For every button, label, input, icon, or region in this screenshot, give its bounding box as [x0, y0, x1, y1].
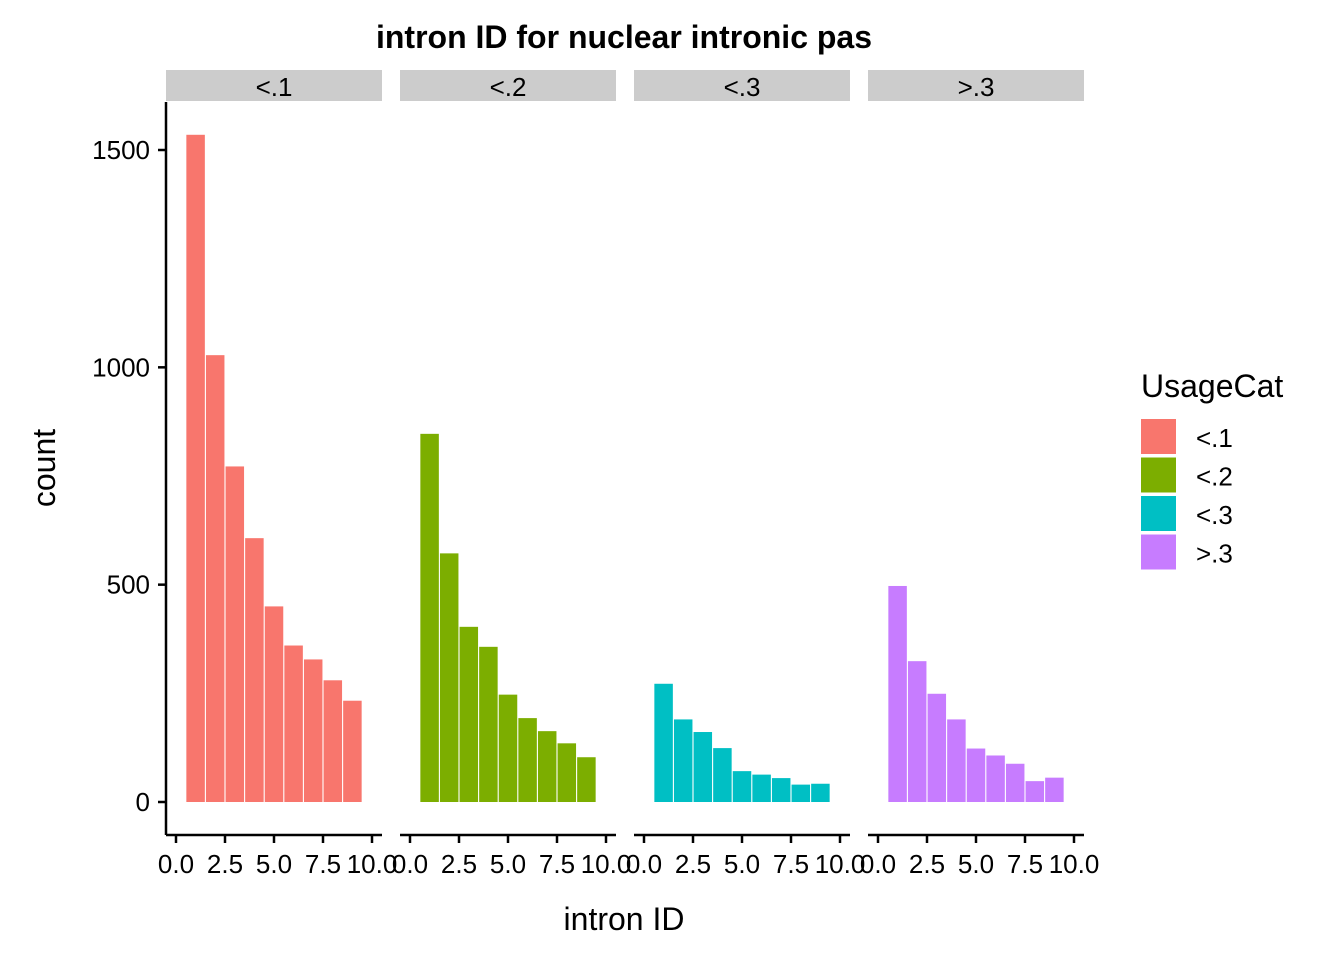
histogram-bar [654, 683, 673, 802]
histogram-bar [343, 700, 362, 802]
histogram-bar [673, 719, 693, 802]
facet-panel: <.2 0.0 2.5 5.0 7.5 10.0 [392, 70, 631, 879]
facet-strip-label: <.1 [256, 72, 293, 102]
legend-label: <.2 [1196, 462, 1233, 492]
x-tick-label: 0.0 [626, 849, 662, 879]
x-axis-label: intron ID [564, 901, 685, 937]
histogram-bar [186, 134, 205, 802]
legend-key [1141, 419, 1176, 454]
histogram-bar [537, 731, 557, 802]
x-tick-label: 10.0 [815, 849, 866, 879]
y-tick-label: 500 [107, 570, 150, 600]
facet-strip [634, 70, 850, 101]
facet-panel: >.3 0.0 2.5 5.0 7.5 10.0 [860, 70, 1099, 879]
legend-label: <.1 [1196, 423, 1233, 453]
x-tick-label: 10.0 [581, 849, 632, 879]
x-tick-label: 7.5 [305, 849, 341, 879]
histogram-bar [439, 553, 459, 802]
histogram-bar [420, 433, 439, 802]
y-axis-label: count [26, 429, 62, 507]
legend-label: >.3 [1196, 539, 1233, 569]
histogram-bar [1045, 777, 1064, 802]
legend-label: <.3 [1196, 500, 1233, 530]
histogram-bar [479, 646, 498, 802]
facet-panel: <.3 0.0 2.5 5.0 7.5 10.0 [626, 70, 865, 879]
chart-title: intron ID for nuclear intronic pas [376, 19, 872, 55]
y-axis: 0 500 1000 1500 [92, 102, 168, 835]
facet-strip [166, 70, 382, 101]
y-tick-label: 1000 [92, 352, 150, 382]
histogram-bar [498, 694, 518, 802]
histogram-bar [264, 606, 284, 802]
x-tick-label: 5.0 [490, 849, 526, 879]
x-tick-label: 2.5 [675, 849, 711, 879]
x-tick-label: 10.0 [1049, 849, 1100, 879]
facet-strip-label: >.3 [958, 72, 995, 102]
histogram-bar [888, 585, 907, 802]
facet-strip [868, 70, 1084, 101]
x-tick-label: 5.0 [724, 849, 760, 879]
histogram-bar [1005, 763, 1025, 802]
y-tick-label: 1500 [92, 135, 150, 165]
histogram-bar [577, 757, 596, 802]
facet-panels: <.10.0 2.5 5.0 7.5 10.0<.20.0 2.5 5.0 7.5 10.0<.… [158, 70, 1099, 879]
histogram-bar [557, 743, 577, 802]
x-tick-label: 5.0 [256, 849, 292, 879]
histogram-bar [1025, 781, 1045, 802]
legend-title: UsageCat [1141, 368, 1283, 404]
histogram-bar [986, 755, 1005, 802]
x-tick-label: 7.5 [539, 849, 575, 879]
legend-key [1141, 534, 1176, 570]
histogram-bar [771, 778, 791, 802]
x-tick-label: 2.5 [207, 849, 243, 879]
facet-strip-label: <.3 [724, 72, 761, 102]
x-tick-label: 10.0 [347, 849, 398, 879]
histogram-bar [811, 783, 830, 802]
facet-strip-label: <.2 [490, 72, 527, 102]
histogram-bar [284, 645, 303, 802]
legend-key [1141, 496, 1176, 531]
x-tick-label: 2.5 [909, 849, 945, 879]
histogram-bar [303, 659, 323, 802]
x-tick-label: 7.5 [773, 849, 809, 879]
histogram-bar [225, 466, 245, 802]
histogram-bar [245, 538, 264, 802]
facet-strip [400, 70, 616, 101]
histogram-bar [947, 719, 966, 802]
histogram-bar [907, 661, 927, 802]
histogram-bar [323, 680, 343, 802]
histogram-bar [205, 355, 225, 802]
facet-panel: <.1 0.0 2.5 5.0 7.5 10.0 [158, 70, 397, 879]
x-tick-label: 5.0 [958, 849, 994, 879]
y-tick-label: 0 [136, 787, 150, 817]
histogram-bar [966, 748, 986, 802]
x-tick-label: 0.0 [860, 849, 896, 879]
x-tick-label: 0.0 [392, 849, 428, 879]
legend-key [1141, 457, 1176, 493]
histogram-bar [713, 748, 732, 802]
histogram-bar [693, 732, 713, 802]
histogram-bar [732, 771, 752, 802]
legend: UsageCat <.1 <.2 <.3 >.3 [1141, 368, 1283, 570]
x-tick-label: 0.0 [158, 849, 194, 879]
histogram-bar [459, 626, 479, 802]
histogram-bar [752, 774, 771, 802]
histogram-bar [791, 784, 811, 802]
histogram-bar [927, 693, 947, 802]
histogram-bar [518, 718, 537, 802]
x-tick-label: 2.5 [441, 849, 477, 879]
x-tick-label: 7.5 [1007, 849, 1043, 879]
